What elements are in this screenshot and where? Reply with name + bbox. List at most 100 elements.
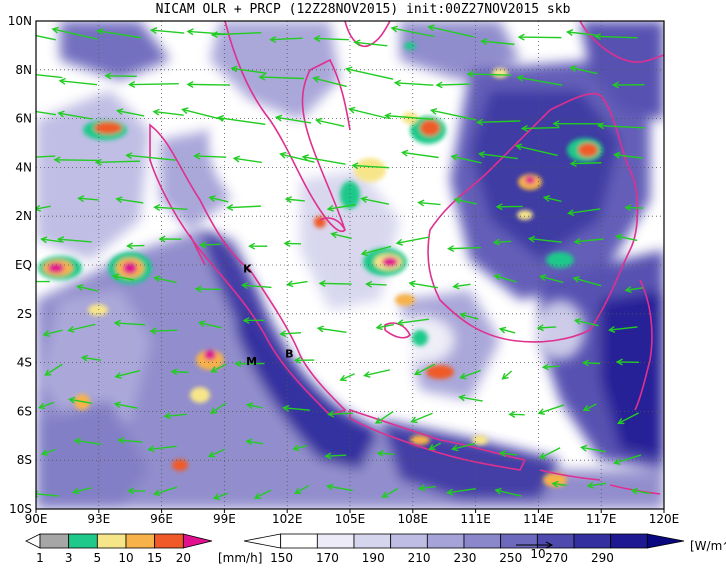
wind-vector (631, 489, 651, 495)
wind-vector-head (194, 285, 202, 293)
wind-vector-head (316, 325, 325, 333)
wind-vector (377, 452, 395, 455)
wind-vector (494, 275, 517, 283)
wind-vector-head (80, 354, 89, 362)
wind-vector (280, 153, 315, 163)
marker-b: B (285, 348, 293, 361)
wind-vector-head (330, 231, 338, 239)
wind-vector (129, 83, 179, 86)
wind-vector (331, 233, 352, 240)
wind-vectors (24, 24, 651, 500)
x-tick-label: 93E (87, 512, 110, 526)
wind-vector-head (542, 195, 551, 202)
wind-vector-head (493, 273, 501, 281)
wind-vector (614, 454, 642, 464)
prcp-colorbar-label: 5 (94, 551, 102, 565)
x-tick-label: 117E (586, 512, 617, 526)
gridlines (36, 21, 664, 509)
wind-vector (39, 401, 54, 409)
wind-vector-head (351, 162, 359, 170)
wind-vector-head (104, 72, 112, 80)
wind-vector-head (56, 236, 65, 244)
wind-vector-head (573, 237, 581, 245)
wind-vector-head (567, 209, 575, 217)
wind-vector (96, 160, 141, 164)
wind-vector (477, 120, 521, 124)
wind-vector (618, 412, 639, 424)
wind-vector (154, 486, 178, 495)
x-tick-label: 111E (460, 512, 491, 526)
olr-colorbar-swatch (536, 533, 575, 549)
wind-vector-head (572, 276, 580, 283)
wind-vector (431, 109, 477, 121)
y-tick-label: 2S (17, 307, 32, 321)
wind-vector (581, 446, 607, 453)
wind-vector (376, 323, 395, 329)
wind-vector-head (77, 195, 85, 203)
wind-vector (354, 41, 388, 47)
wind-vector-head (498, 450, 507, 458)
wind-vector (575, 319, 599, 327)
wind-vector-head (116, 108, 124, 116)
wind-vector-head (410, 416, 418, 424)
wind-vector (325, 454, 347, 457)
olr-colorbar-label: 250 (499, 551, 522, 565)
x-axis-ticks: 90E 93E 96E 99E 102E 105E 108E 111E 114E 117E 120E (25, 509, 679, 526)
y-tick-label: 10N (8, 14, 32, 28)
wind-vector-head (279, 330, 287, 338)
prcp-colorbar-left-end (25, 533, 41, 549)
wind-vector-head (495, 203, 503, 211)
olr-colorbar-swatch (316, 533, 355, 549)
wind-vector-head (417, 484, 426, 492)
x-tick-label: 90E (25, 512, 48, 526)
wind-vector (105, 75, 137, 78)
wind-vector (396, 236, 430, 244)
wind-vector-head (537, 408, 545, 416)
wind-vector (36, 110, 57, 116)
y-tick-label: 6N (15, 112, 32, 126)
wind-vector (346, 68, 394, 80)
wind-vector (616, 235, 638, 242)
olr-colorbar-label: 230 (453, 551, 476, 565)
wind-vector (68, 323, 96, 332)
wind-vector-head (498, 326, 507, 334)
wind-vector-head (624, 286, 632, 294)
wind-vector-head (390, 25, 398, 33)
wind-vector-head (282, 404, 290, 412)
wind-vector-head (375, 323, 383, 331)
wind-vector (45, 363, 63, 376)
wind-vector (283, 407, 310, 411)
wind-vector-head (113, 319, 121, 327)
wind-vector-head (313, 35, 321, 43)
wind-vector-head (53, 156, 61, 164)
wind-vector-head (374, 417, 383, 424)
wind-vector (318, 327, 347, 333)
wind-vector (154, 206, 188, 210)
wind-vector-head (284, 196, 293, 204)
wind-vector (529, 237, 562, 243)
wind-vector-head (226, 204, 234, 211)
olr-colorbar-swatch (390, 533, 428, 549)
wind-vector-head (611, 81, 619, 89)
wind-vector-head (24, 279, 29, 285)
wind-vector-head (67, 325, 75, 333)
wind-vector (208, 448, 226, 457)
wind-vector-head (417, 199, 425, 207)
wind-vector (41, 448, 56, 455)
wind-vector-head (569, 160, 577, 167)
wind-vector-head (393, 79, 402, 87)
y-axis-ticks: 10N 8N 6N 4N 2N EQ 2S 4S 6S 8S 10S (8, 14, 32, 516)
prcp-colorbar-swatch (68, 533, 98, 549)
wind-vector-head (539, 274, 547, 281)
wind-vector (567, 31, 597, 36)
wind-vector-head (613, 151, 621, 159)
wind-vector (218, 116, 266, 126)
wind-vector-head (158, 235, 166, 243)
wind-vector-head (68, 396, 76, 404)
wind-vector-head (186, 80, 194, 88)
wind-vector-head (428, 443, 436, 450)
wind-vector-head (541, 363, 550, 371)
wind-vector-head (501, 372, 509, 380)
wind-vector-head (327, 410, 335, 418)
olr-colorbar-swatch (426, 533, 465, 549)
